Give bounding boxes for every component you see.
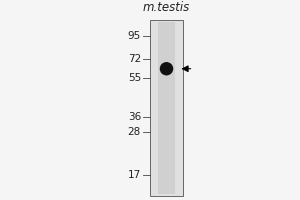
Bar [158, 22, 175, 194]
Text: 36: 36 [128, 112, 141, 122]
Bar [150, 20, 183, 196]
Ellipse shape [160, 62, 173, 75]
Text: 55: 55 [128, 73, 141, 83]
Text: 28: 28 [128, 127, 141, 137]
Text: 72: 72 [128, 54, 141, 64]
Text: 17: 17 [128, 170, 141, 180]
Text: 95: 95 [128, 31, 141, 41]
Text: m.testis: m.testis [143, 1, 190, 14]
